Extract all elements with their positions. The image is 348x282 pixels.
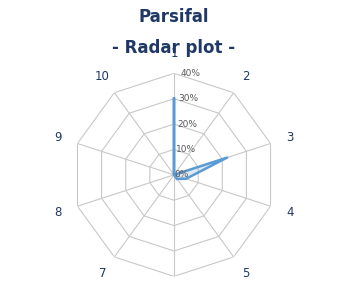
Text: 0%: 0% (174, 170, 188, 179)
Text: 20%: 20% (177, 120, 197, 129)
Text: 10%: 10% (175, 145, 196, 154)
Polygon shape (174, 99, 227, 179)
Text: 30%: 30% (179, 94, 199, 103)
Text: - Radar plot -: - Radar plot - (112, 39, 236, 58)
Text: Parsifal: Parsifal (139, 8, 209, 27)
Text: 40%: 40% (180, 69, 200, 78)
